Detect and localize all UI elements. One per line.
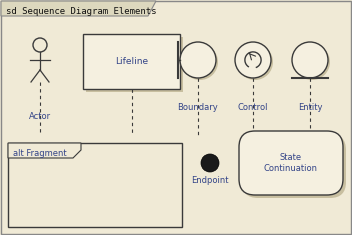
Text: sd Sequence Diagram Elements: sd Sequence Diagram Elements [6,7,157,16]
Circle shape [292,42,328,78]
FancyBboxPatch shape [242,134,346,198]
Circle shape [33,38,47,52]
Text: State
Continuation: State Continuation [264,153,318,173]
Polygon shape [1,1,156,16]
Circle shape [182,44,218,80]
Text: Boundary: Boundary [178,103,218,112]
Circle shape [294,44,330,80]
Text: Lifeline: Lifeline [115,57,148,66]
Text: Actor: Actor [29,112,51,121]
Circle shape [201,154,219,172]
Polygon shape [8,143,81,158]
Circle shape [237,44,273,80]
Circle shape [180,42,216,78]
Circle shape [235,42,271,78]
Text: Endpoint: Endpoint [191,176,229,185]
Text: alt Fragment: alt Fragment [13,149,67,157]
FancyBboxPatch shape [239,131,343,195]
Bar [86,37,183,92]
Bar [8,143,182,227]
Text: Entity: Entity [298,103,322,112]
Bar [83,34,180,89]
Text: Control: Control [238,103,268,112]
